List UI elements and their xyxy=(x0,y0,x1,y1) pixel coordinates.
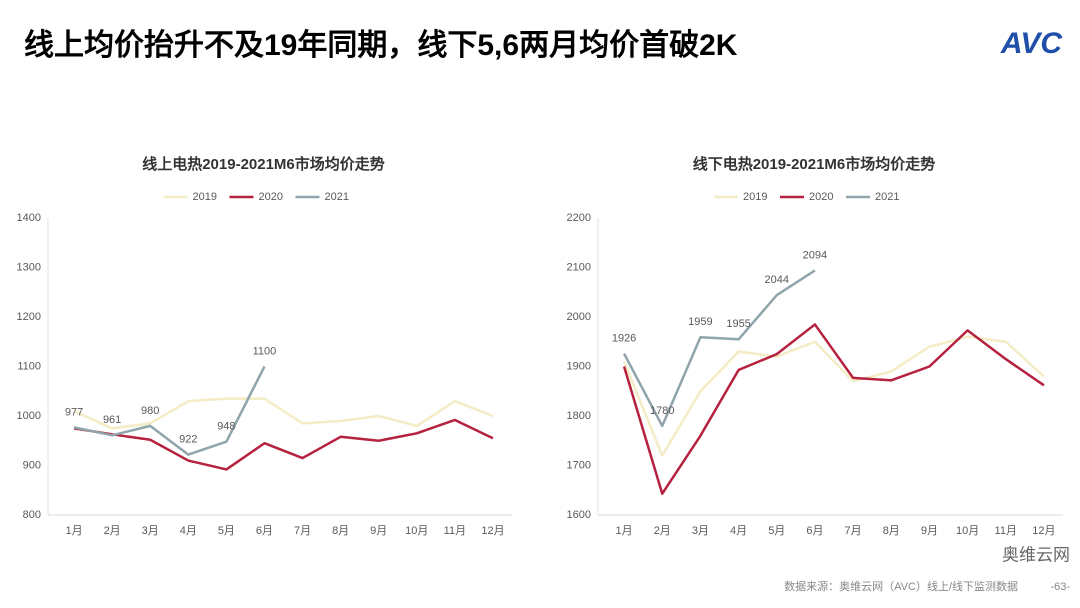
y-tick-label: 800 xyxy=(23,509,41,521)
x-tick-label: 4月 xyxy=(730,525,747,537)
data-label: 980 xyxy=(141,405,159,417)
x-tick-label: 3月 xyxy=(142,525,159,537)
data-label: 961 xyxy=(103,414,121,426)
source: 数据来源：奥维云网（AVC）线上/线下监测数据 xyxy=(784,579,1018,593)
data-label: 1926 xyxy=(612,333,636,345)
x-tick-label: 6月 xyxy=(256,525,273,537)
x-tick-label: 4月 xyxy=(180,525,197,537)
x-tick-label: 9月 xyxy=(370,525,387,537)
x-tick-label: 12月 xyxy=(1032,525,1055,537)
x-tick-label: 9月 xyxy=(921,525,938,537)
x-tick-label: 11月 xyxy=(995,525,1017,537)
x-tick-label: 3月 xyxy=(692,525,709,537)
series-line xyxy=(73,397,494,430)
y-tick-label: 1600 xyxy=(567,509,591,521)
x-tick-label: 5月 xyxy=(218,525,235,537)
legend-label: 2019 xyxy=(743,191,767,203)
y-tick-label: 1200 xyxy=(17,311,41,323)
series-line xyxy=(622,335,1045,457)
y-tick-label: 1400 xyxy=(17,212,41,224)
series-line xyxy=(73,418,494,471)
data-label: 922 xyxy=(179,434,197,446)
legend-label: 2020 xyxy=(259,191,283,203)
series-line xyxy=(73,365,266,456)
data-label: 948 xyxy=(217,421,235,433)
data-label: 1780 xyxy=(650,405,674,417)
y-tick-label: 2100 xyxy=(567,261,591,273)
chart-title: 线上电热2019-2021M6市场均价走势 xyxy=(142,155,385,173)
y-tick-label: 1000 xyxy=(17,410,41,422)
y-tick-label: 1700 xyxy=(567,459,591,471)
x-tick-label: 10月 xyxy=(405,525,428,537)
legend-label: 2021 xyxy=(325,191,349,203)
chart-title: 线下电热2019-2021M6市场均价走势 xyxy=(693,155,936,173)
y-tick-label: 900 xyxy=(23,459,41,471)
x-tick-label: 10月 xyxy=(956,525,979,537)
legend-label: 2021 xyxy=(875,191,899,203)
x-tick-label: 5月 xyxy=(768,525,785,537)
wechat: 奥维云网 xyxy=(1002,545,1070,564)
y-tick-label: 1100 xyxy=(17,360,41,372)
data-label: 1959 xyxy=(688,316,712,328)
data-label: 2044 xyxy=(765,274,789,286)
x-tick-label: 2月 xyxy=(104,525,121,537)
x-tick-label: 12月 xyxy=(481,525,504,537)
x-tick-label: 2月 xyxy=(654,525,671,537)
data-label: 1100 xyxy=(253,345,277,357)
y-tick-label: 2000 xyxy=(567,311,591,323)
legend-label: 2019 xyxy=(193,191,217,203)
logo: AVC xyxy=(1000,27,1063,60)
data-label: 977 xyxy=(65,406,83,418)
x-tick-label: 6月 xyxy=(806,525,823,537)
y-tick-label: 1900 xyxy=(567,360,591,372)
x-tick-label: 7月 xyxy=(845,525,862,537)
data-label: 2094 xyxy=(803,249,827,261)
y-tick-label: 1800 xyxy=(567,410,591,422)
series-line xyxy=(622,269,816,428)
x-tick-label: 7月 xyxy=(294,525,311,537)
x-tick-label: 11月 xyxy=(444,525,466,537)
x-tick-label: 8月 xyxy=(332,525,349,537)
data-label: 1955 xyxy=(726,318,750,330)
x-tick-label: 8月 xyxy=(883,525,900,537)
y-tick-label: 1300 xyxy=(17,261,41,273)
page-title: 线上均价抬升不及19年同期，线下5,6两月均价首破2K xyxy=(24,29,738,62)
legend-label: 2020 xyxy=(809,191,833,203)
x-tick-label: 1月 xyxy=(65,525,82,537)
y-tick-label: 2200 xyxy=(567,212,591,224)
series-line xyxy=(622,323,1045,495)
x-tick-label: 1月 xyxy=(616,525,633,537)
page-number: -63- xyxy=(1050,581,1070,593)
